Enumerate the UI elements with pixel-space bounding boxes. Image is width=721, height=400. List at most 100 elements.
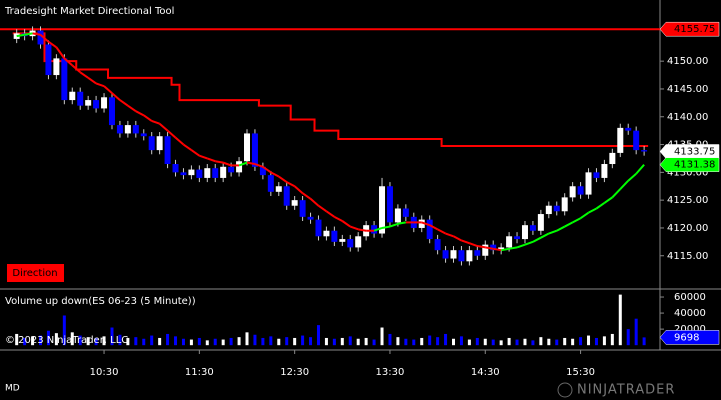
volume-bar <box>594 337 598 346</box>
candle-body <box>124 125 131 134</box>
candle-body <box>228 166 235 173</box>
y-tick-label: 4140.00 <box>667 112 708 123</box>
average-segment <box>182 143 192 151</box>
average-segment <box>540 232 550 239</box>
candle-body <box>434 239 441 251</box>
volume-bar <box>571 338 575 346</box>
volume-bar <box>197 337 201 346</box>
average-segment <box>151 119 160 125</box>
volume-bar <box>507 337 511 346</box>
average-segment <box>238 161 248 167</box>
average-segment <box>603 196 613 204</box>
average-segment <box>453 235 462 242</box>
average-segment <box>199 154 208 160</box>
average-segment <box>71 64 81 74</box>
candle-body <box>299 200 306 217</box>
volume-bar <box>523 338 527 346</box>
volume-bar <box>396 337 400 346</box>
candle-body <box>529 225 536 231</box>
candle-body <box>545 205 552 215</box>
volume-bar <box>134 337 138 346</box>
candle-body <box>466 250 473 262</box>
candle-body <box>458 250 465 262</box>
average-segment <box>485 246 494 250</box>
instrument-note: MD <box>5 384 20 394</box>
x-tick-label: 15:30 <box>566 367 595 378</box>
volume-bar <box>539 337 543 346</box>
candle-body <box>593 172 600 178</box>
volume-bar <box>356 338 360 346</box>
direction-box <box>7 264 64 282</box>
candle-body <box>291 200 298 206</box>
average-segment <box>246 161 256 166</box>
candle-body <box>212 168 219 178</box>
candle-body <box>426 219 433 240</box>
average-segment <box>262 165 272 174</box>
candle-body <box>69 91 76 101</box>
candle-body <box>244 133 251 162</box>
average-segment <box>611 188 622 199</box>
volume-bar <box>86 337 90 346</box>
candle-body <box>601 164 608 178</box>
x-tick-label: 10:30 <box>90 367 119 378</box>
candle-body <box>45 44 52 76</box>
candle-body <box>585 172 592 195</box>
x-tick-label: 12:30 <box>280 367 309 378</box>
candle-body <box>633 130 640 151</box>
candle-body <box>315 219 322 237</box>
volume-bar <box>70 332 74 346</box>
y-tick-label: 40000 <box>674 308 706 319</box>
average-segment <box>532 236 542 243</box>
volume-bar <box>293 337 297 346</box>
volume-bar <box>642 337 646 346</box>
candle-body <box>490 244 497 251</box>
average-segment <box>429 224 439 231</box>
volume-bar <box>54 333 58 346</box>
x-tick-label: 11:30 <box>185 367 214 378</box>
average-segment <box>572 217 582 224</box>
volume-bar <box>444 333 448 346</box>
volume-bar <box>277 338 281 346</box>
candle-body <box>116 125 123 134</box>
candle-body <box>331 230 338 242</box>
volume-bar <box>634 318 638 346</box>
candle-body <box>402 208 409 217</box>
average-segment <box>333 215 343 222</box>
volume-bar <box>316 325 320 346</box>
volume-bar <box>158 337 162 346</box>
volume-bar <box>237 337 241 346</box>
level-label: 4155.75 <box>674 24 715 35</box>
y-tick-label: 60000 <box>674 292 706 303</box>
candle-body <box>172 164 179 173</box>
volume-bar <box>23 337 27 346</box>
average-segment <box>341 220 351 228</box>
candle-body <box>196 169 203 178</box>
volume-bar <box>301 335 305 346</box>
average-segment <box>619 180 629 190</box>
x-tick-label: 13:30 <box>376 367 405 378</box>
candle-body <box>609 152 616 165</box>
average-segment <box>206 157 216 163</box>
candle-body <box>101 97 108 109</box>
average-segment <box>516 243 526 249</box>
volume-bar <box>62 315 66 346</box>
candle-body <box>514 236 521 240</box>
volume-bar <box>602 336 606 346</box>
average-segment <box>135 110 145 117</box>
candle-body <box>140 133 147 137</box>
candle-body <box>251 133 258 167</box>
volume-bar <box>428 335 432 346</box>
last-price-box <box>659 144 720 159</box>
candle-body <box>625 127 632 131</box>
candle-body <box>641 150 648 152</box>
last-price-label: 4133.75 <box>674 147 715 158</box>
y-tick-label: 4115.00 <box>667 251 708 262</box>
average-segment <box>190 149 200 157</box>
volume-bar <box>579 337 583 346</box>
volume-bar <box>15 333 19 346</box>
candle-body <box>323 230 330 237</box>
volume-bar <box>610 333 614 346</box>
candle-body <box>259 166 266 176</box>
average-segment <box>548 229 558 235</box>
candle-body <box>577 186 584 195</box>
